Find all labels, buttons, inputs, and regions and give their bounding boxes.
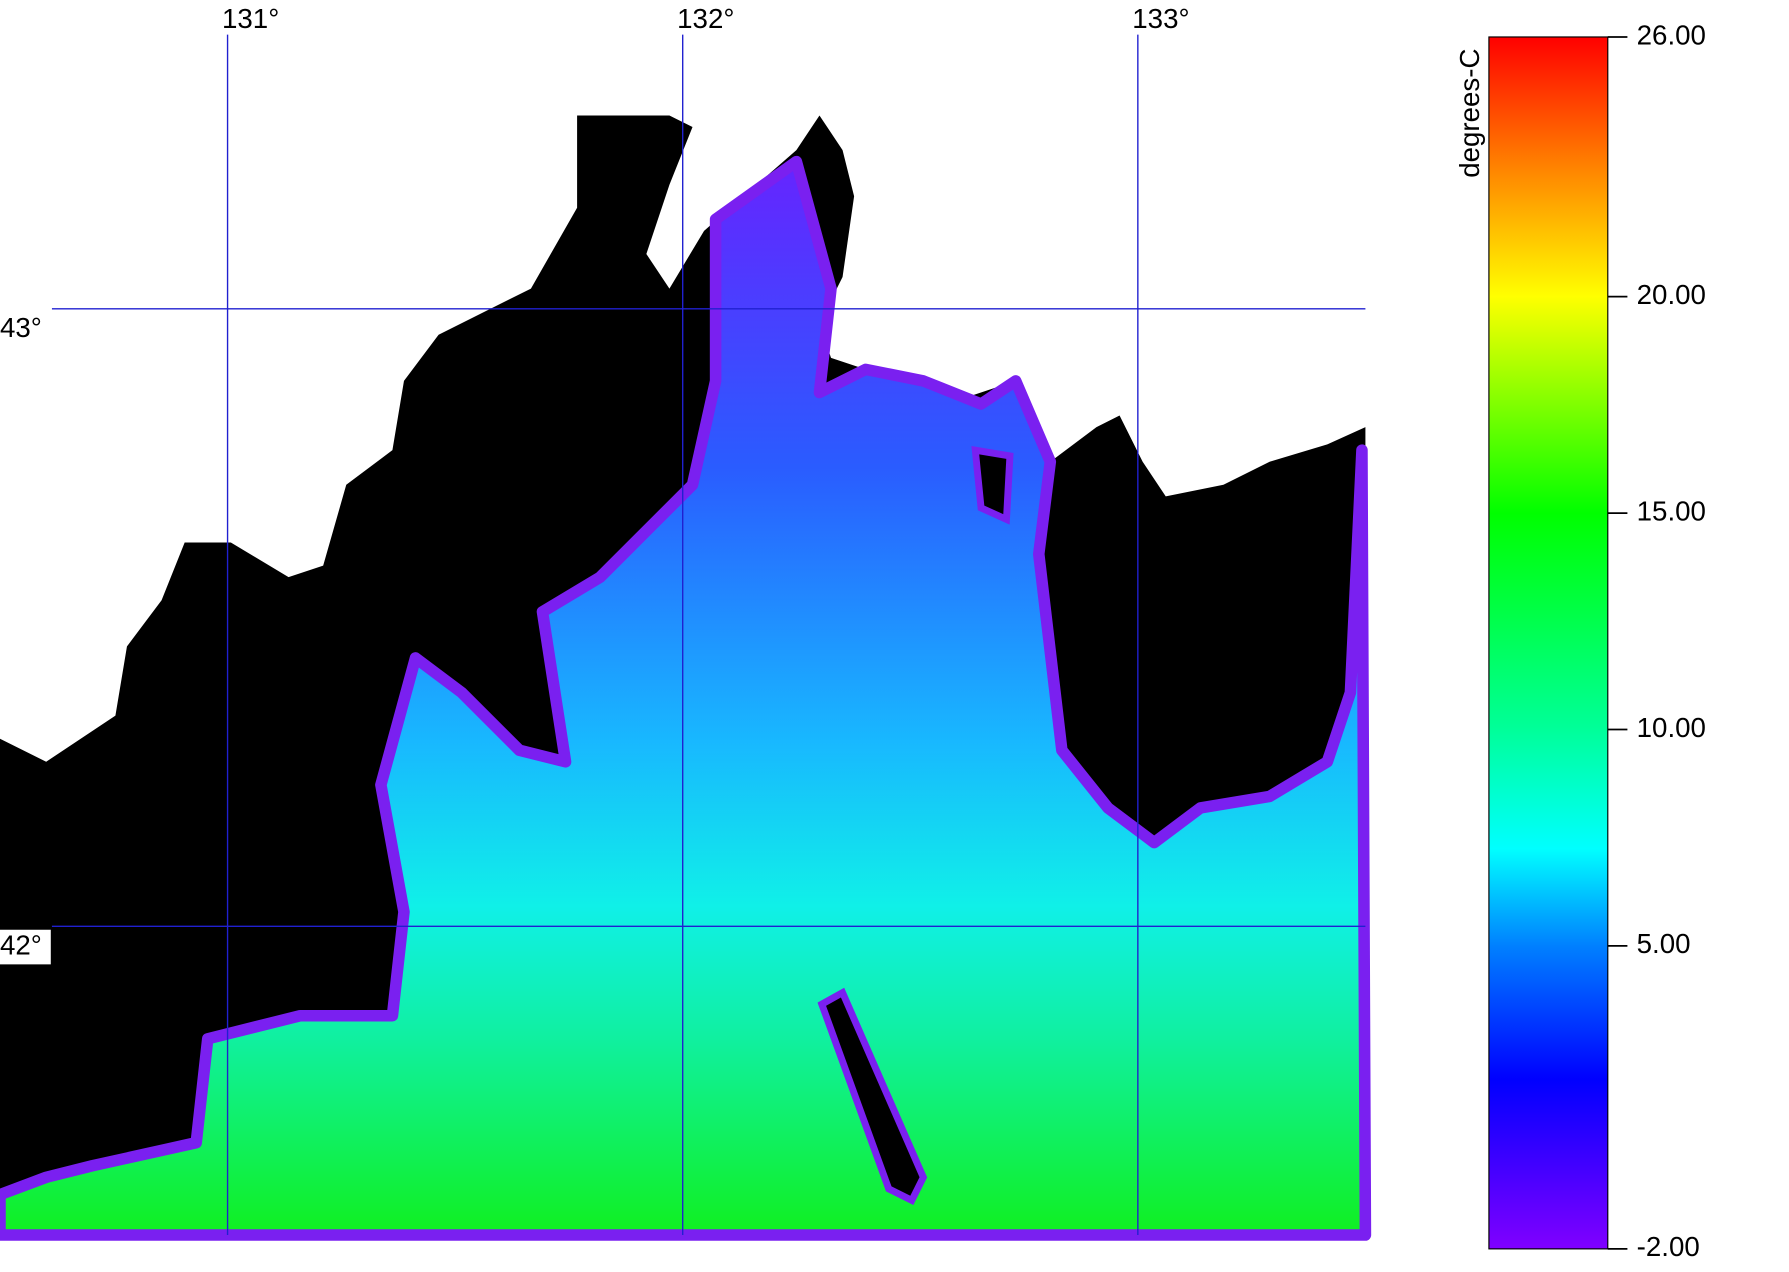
colorbar-tick-label: 10.00: [1637, 712, 1706, 743]
colorbar-ramp: [1488, 36, 1609, 1250]
colorbar-tick-label: -2.00: [1637, 1231, 1700, 1262]
colorbar-tick-label: 5.00: [1637, 928, 1691, 959]
colorbar-tick-label: 20.00: [1637, 279, 1706, 310]
cloud-mask: [817, 987, 928, 1206]
colorbar-tick-label: 26.00: [1637, 19, 1706, 50]
colorbar-tick-label: 15.00: [1637, 495, 1706, 526]
cloud-mask: [971, 446, 1014, 525]
latitude-label-bg: [0, 312, 51, 347]
longitude-label: 131°: [222, 3, 279, 34]
latitude-label: 42°: [0, 929, 42, 960]
latitude-label: 43°: [0, 312, 42, 343]
longitude-label: 132°: [677, 3, 734, 34]
longitude-label: 133°: [1132, 3, 1189, 34]
colorbar-label: degrees-C: [1454, 49, 1485, 178]
colorbar: degrees-C 26.00 20.00 15.00 10.00 5.00 -2.00: [1454, 19, 1706, 1262]
graticule: 131° 132° 133° 43° 42°: [0, 3, 1366, 1236]
latitude-label-bg: [0, 929, 51, 965]
